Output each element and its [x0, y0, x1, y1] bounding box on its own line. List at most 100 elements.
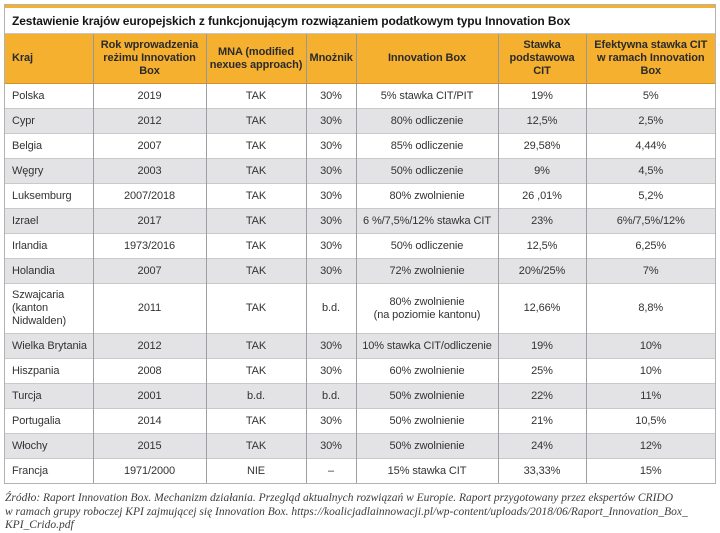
cell-mna: TAK [205, 233, 306, 259]
cell-base_cit: 21% [497, 408, 586, 434]
cell-effective_cit: 8,8% [585, 283, 715, 334]
cell-base_cit: 26 ,01% [497, 183, 586, 209]
table-row: Cypr 2012 TAK 30% 80% odliczenie 12,5% 2,5% [5, 108, 715, 134]
cell-multiplier: 30% [305, 108, 356, 134]
cell-year: 2017 [92, 208, 206, 234]
table-row: Holandia 2007 TAK 30% 72% zwolnienie 20%/25% 7… [5, 258, 715, 284]
innovation-box-table: Kraj Rok wprowadzenia reżimu Innovation B… [5, 33, 715, 483]
cell-mna: TAK [205, 408, 306, 434]
cell-country: Włochy [5, 433, 93, 459]
cell-multiplier: 30% [305, 408, 356, 434]
source-note: Źródło: Raport Innovation Box. Mechanizm… [4, 484, 716, 533]
cell-mna: b.d. [205, 383, 306, 409]
cell-effective_cit: 5% [585, 83, 715, 109]
cell-effective_cit: 10% [585, 333, 715, 359]
innovation-box-table-container: Zestawienie krajów europejskich z funkcj… [4, 4, 716, 484]
cell-multiplier: 30% [305, 233, 356, 259]
column-header: Kraj [5, 33, 93, 84]
cell-multiplier: 30% [305, 183, 356, 209]
cell-base_cit: 20%/25% [497, 258, 586, 284]
cell-innovation_box: 60% zwolnienie [355, 358, 498, 384]
cell-multiplier: 30% [305, 333, 356, 359]
cell-country: Irlandia [5, 233, 93, 259]
cell-year: 2007/2018 [92, 183, 206, 209]
cell-country: Holandia [5, 258, 93, 284]
cell-effective_cit: 11% [585, 383, 715, 409]
cell-year: 2015 [92, 433, 206, 459]
cell-year: 1973/2016 [92, 233, 206, 259]
cell-effective_cit: 2,5% [585, 108, 715, 134]
column-header: Stawka podstawowa CIT [497, 33, 586, 84]
table-row: Luksemburg 2007/2018 TAK 30% 80% zwolnienie 2… [5, 183, 715, 209]
cell-innovation_box: 15% stawka CIT [355, 458, 498, 483]
cell-year: 2001 [92, 383, 206, 409]
cell-country: Węgry [5, 158, 93, 184]
cell-multiplier: b.d. [305, 283, 356, 334]
cell-effective_cit: 12% [585, 433, 715, 459]
cell-mna: TAK [205, 258, 306, 284]
source-line: Źródło: Raport Innovation Box. Mechanizm… [5, 492, 674, 504]
cell-mna: TAK [205, 208, 306, 234]
cell-multiplier: 30% [305, 358, 356, 384]
cell-effective_cit: 5,2% [585, 183, 715, 209]
cell-multiplier: – [305, 458, 356, 483]
cell-multiplier: b.d. [305, 383, 356, 409]
column-header: Mnożnik [305, 33, 356, 84]
cell-mna: TAK [205, 333, 306, 359]
cell-innovation_box: 80% zwolnienie (na poziomie kantonu) [355, 283, 498, 334]
table-row: Irlandia 1973/2016 TAK 30% 50% odliczenie 12,… [5, 233, 715, 259]
table-row: Włochy 2015 TAK 30% 50% zwolnienie 24% 12% [5, 433, 715, 459]
cell-country: Luksemburg [5, 183, 93, 209]
cell-country: Belgia [5, 133, 93, 159]
cell-innovation_box: 50% zwolnienie [355, 383, 498, 409]
cell-base_cit: 12,5% [497, 233, 586, 259]
cell-base_cit: 12,5% [497, 108, 586, 134]
cell-year: 2019 [92, 83, 206, 109]
cell-innovation_box: 50% odliczenie [355, 158, 498, 184]
cell-mna: TAK [205, 183, 306, 209]
cell-base_cit: 19% [497, 333, 586, 359]
cell-base_cit: 23% [497, 208, 586, 234]
table-row: Turcja 2001 b.d. b.d. 50% zwolnienie 22% 11% [5, 383, 715, 409]
cell-multiplier: 30% [305, 83, 356, 109]
cell-mna: TAK [205, 108, 306, 134]
cell-effective_cit: 6%/7,5%/12% [585, 208, 715, 234]
cell-year: 2007 [92, 258, 206, 284]
cell-mna: TAK [205, 158, 306, 184]
table-row: Polska 2019 TAK 30% 5% stawka CIT/PIT 19% 5% [5, 83, 715, 109]
cell-effective_cit: 7% [585, 258, 715, 284]
top-accent-bar [5, 5, 715, 8]
cell-base_cit: 25% [497, 358, 586, 384]
cell-country: Polska [12, 89, 45, 102]
cell-effective_cit: 6,25% [585, 233, 715, 259]
table-row: Belgia 2007 TAK 30% 85% odliczenie 29,58% 4,44… [5, 133, 715, 159]
table-body: Polska 2019 TAK 30% 5% stawka CIT/PIT 19% 5% Cy… [5, 83, 715, 483]
cell-country: Turcja [5, 383, 93, 409]
column-header: Efektywna stawka CIT w ramach Innovation… [585, 33, 715, 84]
cell-year: 2007 [92, 133, 206, 159]
cell-year: 2012 [92, 108, 206, 134]
source-line: KPI_Crido.pdf [5, 519, 74, 531]
cell-base_cit: 12,66% [497, 283, 586, 334]
header-row: Kraj Rok wprowadzenia reżimu Innovation B… [5, 33, 715, 84]
column-header: Innovation Box [355, 33, 498, 84]
cell-country: Szwajcaria (kanton Nidwalden) [5, 283, 93, 334]
cell-multiplier: 30% [305, 133, 356, 159]
cell-innovation_box: 5% stawka CIT/PIT [355, 83, 498, 109]
cell-year: 2011 [92, 283, 206, 334]
table-row: Węgry 2003 TAK 30% 50% odliczenie 9% 4,5% [5, 158, 715, 184]
cell-year: 2003 [92, 158, 206, 184]
table-row: Wielka Brytania 2012 TAK 30% 10% stawka CIT/… [5, 333, 715, 359]
column-header: MNA (modified nexues approach) [205, 33, 306, 84]
table-row: Portugalia 2014 TAK 30% 50% zwolnienie 21% 10,… [5, 408, 715, 434]
cell-innovation_box: 10% stawka CIT/odliczenie [355, 333, 498, 359]
cell-effective_cit: 10,5% [585, 408, 715, 434]
source-line: w ramach grupy roboczej KPI zajmującej s… [5, 505, 688, 518]
cell-innovation_box: 50% zwolnienie [355, 408, 498, 434]
cell-innovation_box: 85% odliczenie [355, 133, 498, 159]
cell-multiplier: 30% [305, 258, 356, 284]
cell-effective_cit: 4,44% [585, 133, 715, 159]
cell-country: Cypr [5, 108, 93, 134]
cell-base_cit: 33,33% [497, 458, 586, 483]
